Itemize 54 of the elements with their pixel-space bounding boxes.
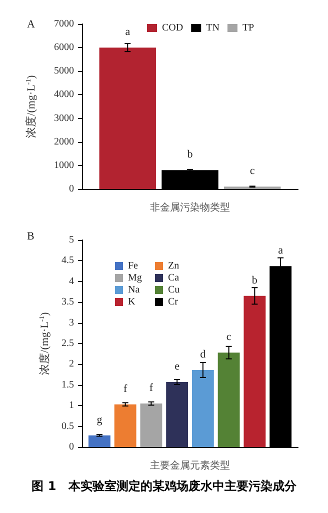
data-label: b [187,148,194,161]
y-tick-label: 3000 [54,112,74,124]
y-tick-label: 3 [69,317,74,328]
y-tick-label: 4000 [54,89,74,100]
data-label: f [123,382,128,395]
bar [99,48,156,189]
y-tick-label: 0.5 [62,420,74,432]
caption: 图 1 本实验室测定的某鸡场废水中主要污染成分 [30,478,298,495]
y-tick-label: 0 [69,442,74,452]
y-tick-label: 1 [69,400,74,412]
legend-label: Fe [128,260,139,272]
legend-label: Ca [168,272,180,284]
y-tick-label: 4 [69,276,74,287]
data-label: g [96,414,103,426]
data-label: f [149,382,154,394]
y-tick-label: 2.5 [62,338,74,349]
x-axis-title: 非金属污染物类型 [150,202,230,214]
y-tick-label: 4.5 [62,255,74,266]
legend-label: Zn [168,260,180,272]
y-tick-label: 2000 [54,136,74,148]
bar [244,296,266,447]
legend-label: K [128,296,136,308]
y-tick-label: 2 [69,358,74,370]
x-axis-title: 主要金属元素类型 [150,460,230,472]
y-tick-label: 5000 [54,66,74,77]
bar [114,404,136,447]
legend-label: TP [242,22,255,34]
legend-label: Na [128,284,140,296]
legend-label: TN [206,22,220,34]
chart-title: B [27,230,34,242]
y-tick-label: 3.5 [62,296,74,308]
bar [218,352,240,447]
data-label: d [200,348,206,360]
bar [192,370,214,447]
legend-label: Cr [168,296,179,308]
legend-label: COD [162,22,184,34]
data-label: a [278,244,284,257]
data-label: a [125,26,130,38]
legend-label: Cu [168,284,180,296]
data-label: b [252,274,258,286]
chart-title: A [27,18,35,30]
data-label: c [226,331,232,344]
y-tick-label: 1000 [54,160,74,171]
bar [140,404,162,447]
legend-label: Mg [128,272,142,284]
y-tick-label: 0 [69,184,74,194]
y-tick-label: 6000 [54,42,74,54]
data-label: e [174,360,180,372]
y-tick-label: 1.5 [62,379,74,390]
y-tick-label: 7000 [54,18,74,30]
y-tick-label: 5 [69,234,74,246]
bar [88,435,110,447]
data-label: c [250,165,255,178]
bar [166,382,188,447]
